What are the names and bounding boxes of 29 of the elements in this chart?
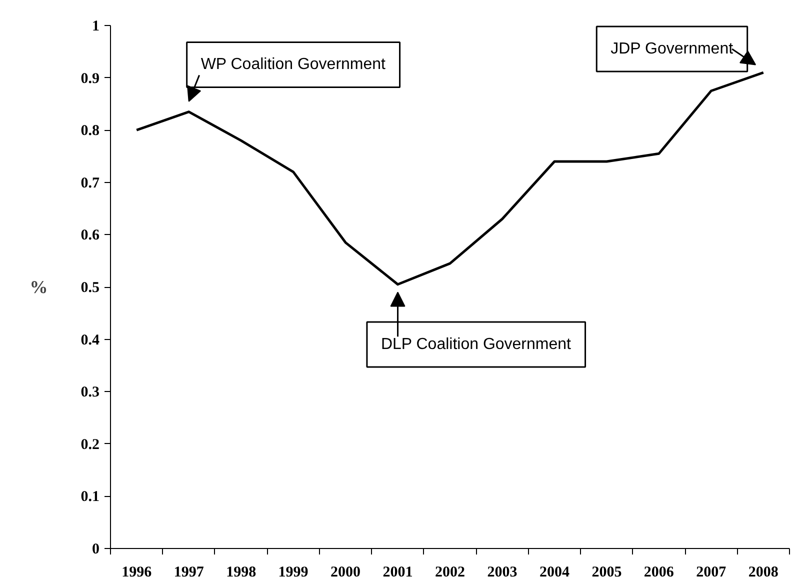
x-tick-label: 2007 <box>696 564 727 580</box>
x-tick-label: 2000 <box>330 564 361 580</box>
annotation: JDP Government <box>610 40 734 58</box>
y-tick-label: 0.8 <box>80 123 100 140</box>
x-tick-label: 1999 <box>278 564 308 580</box>
y-tick-label: 0.4 <box>80 332 100 348</box>
y-tick-label: 0.5 <box>80 280 100 296</box>
x-tick-label: 2004 <box>539 564 570 580</box>
x-tick-label: 1996 <box>122 564 152 580</box>
x-tick-label: 1997 <box>174 564 204 580</box>
x-tick-label: 2001 <box>382 564 413 580</box>
y-axis-title: % <box>30 277 48 297</box>
x-tick-label: 2006 <box>644 564 674 580</box>
annotation: WP Coalition Government <box>200 56 386 74</box>
line-series <box>135 71 765 286</box>
y-tick-label: 1 <box>92 18 100 34</box>
x-tick-label: 2008 <box>748 564 778 580</box>
y-tick-label: 0.9 <box>80 70 100 87</box>
x-tick-label: 2002 <box>435 564 465 580</box>
x-tick-label: 1998 <box>226 564 256 580</box>
y-tick-label: 0.7 <box>80 175 100 192</box>
x-tick-label: 2005 <box>592 564 622 580</box>
y-tick-label: 0.2 <box>80 436 100 453</box>
x-tick-label: 2003 <box>487 564 518 580</box>
y-tick-label: 0.6 <box>80 228 100 244</box>
annotation: DLP Coalition Government <box>380 336 572 354</box>
y-tick-label: 0.3 <box>80 384 100 401</box>
y-tick-label: 0 <box>92 542 100 558</box>
y-tick-label: 0.1 <box>80 489 100 506</box>
